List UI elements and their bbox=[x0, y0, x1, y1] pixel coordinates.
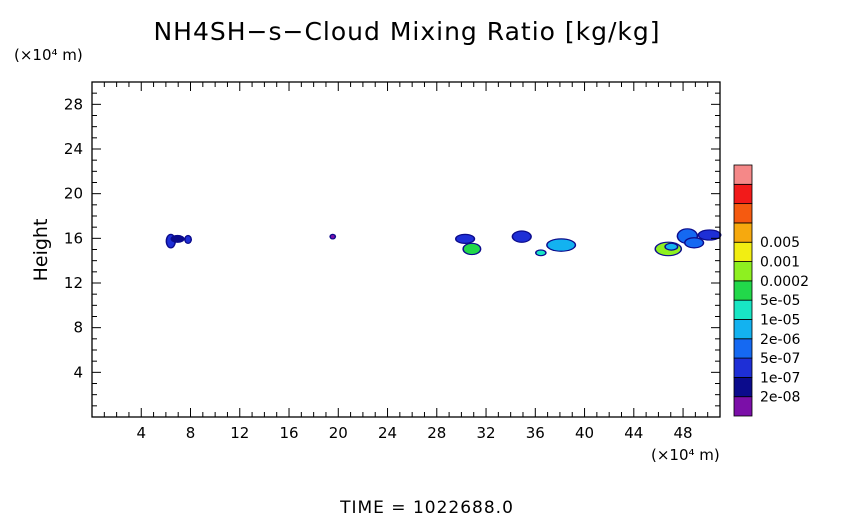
legend-swatch bbox=[733, 164, 753, 185]
x-tick-label: 8 bbox=[186, 424, 196, 442]
legend-swatch bbox=[733, 299, 753, 320]
x-tick-label: 12 bbox=[230, 424, 249, 442]
y-tick-label: 24 bbox=[64, 140, 83, 158]
color-legend: 2e-08 1e-07 5e-07 2e-06 1e-05 5e-05 0.0002 0.00… bbox=[733, 164, 809, 417]
x-tick-label: 40 bbox=[575, 424, 594, 442]
y-tick-label: 20 bbox=[64, 185, 83, 203]
legend-label: 0.001 bbox=[760, 255, 800, 271]
cloud-region-8 bbox=[547, 239, 575, 251]
legend-swatch bbox=[733, 319, 753, 340]
legend-swatch bbox=[733, 338, 753, 359]
cloud-region-1 bbox=[172, 236, 184, 242]
y-tick-label: 12 bbox=[64, 274, 83, 292]
y-axis-title: Height bbox=[30, 219, 52, 282]
legend-swatch bbox=[733, 203, 753, 224]
legend-swatch bbox=[733, 357, 753, 378]
x-tick-label: 32 bbox=[476, 424, 495, 442]
legend-label: 0.005 bbox=[760, 235, 800, 251]
x-tick-label: 28 bbox=[427, 424, 446, 442]
cloud-region-4 bbox=[456, 234, 474, 243]
chart-title: NH4SH−s−Cloud Mixing Ratio [kg/kg] bbox=[153, 17, 660, 46]
cloud-region-7 bbox=[536, 250, 546, 256]
legend-swatch bbox=[733, 241, 753, 262]
x-tick-label: 24 bbox=[378, 424, 397, 442]
x-axis-ticks: 4 8 12 16 20 24 28 32 36 40 44 48 bbox=[103, 82, 709, 442]
legend-label: 2e-06 bbox=[760, 332, 800, 348]
x-tick-label: 48 bbox=[674, 424, 693, 442]
y-tick-label: 16 bbox=[64, 229, 83, 247]
legend-label: 1e-07 bbox=[760, 370, 800, 386]
y-tick-label: 28 bbox=[64, 95, 83, 113]
x-tick-label: 36 bbox=[526, 424, 545, 442]
x-tick-label: 16 bbox=[279, 424, 298, 442]
y-tick-label: 4 bbox=[73, 363, 83, 381]
legend-swatch bbox=[733, 261, 753, 282]
legend-swatch bbox=[733, 280, 753, 301]
legend-swatch bbox=[733, 376, 753, 398]
legend-label: 5e-05 bbox=[760, 293, 800, 309]
legend-label: 5e-07 bbox=[760, 351, 800, 367]
legend-swatch bbox=[733, 183, 753, 205]
y-axis-unit: (×10⁴ m) bbox=[14, 46, 83, 64]
x-tick-label: 20 bbox=[329, 424, 348, 442]
plot-frame bbox=[91, 81, 721, 418]
cloud-region-10 bbox=[665, 243, 677, 250]
x-axis-unit: (×10⁴ m) bbox=[651, 446, 720, 464]
y-tick-label: 8 bbox=[73, 319, 83, 337]
legend-swatch bbox=[733, 396, 753, 417]
legend-swatch bbox=[733, 222, 753, 243]
legend-label: 1e-05 bbox=[760, 312, 800, 328]
x-tick-label: 4 bbox=[136, 424, 146, 442]
cloud-region-2 bbox=[185, 236, 191, 243]
cloud-region-13 bbox=[699, 230, 720, 240]
cloud-region-3 bbox=[330, 234, 335, 239]
y-axis-ticks: 4 8 12 16 20 24 28 bbox=[64, 92, 720, 407]
cloud-regions bbox=[165, 228, 722, 257]
time-label: TIME = 1022688.0 bbox=[339, 498, 514, 518]
cloud-region-5 bbox=[463, 243, 480, 254]
legend-label: 0.0002 bbox=[760, 274, 809, 290]
legend-label: 2e-08 bbox=[760, 390, 800, 406]
x-tick-label: 44 bbox=[624, 424, 643, 442]
cloud-region-6 bbox=[513, 231, 531, 242]
cloud-region-12 bbox=[685, 238, 703, 248]
